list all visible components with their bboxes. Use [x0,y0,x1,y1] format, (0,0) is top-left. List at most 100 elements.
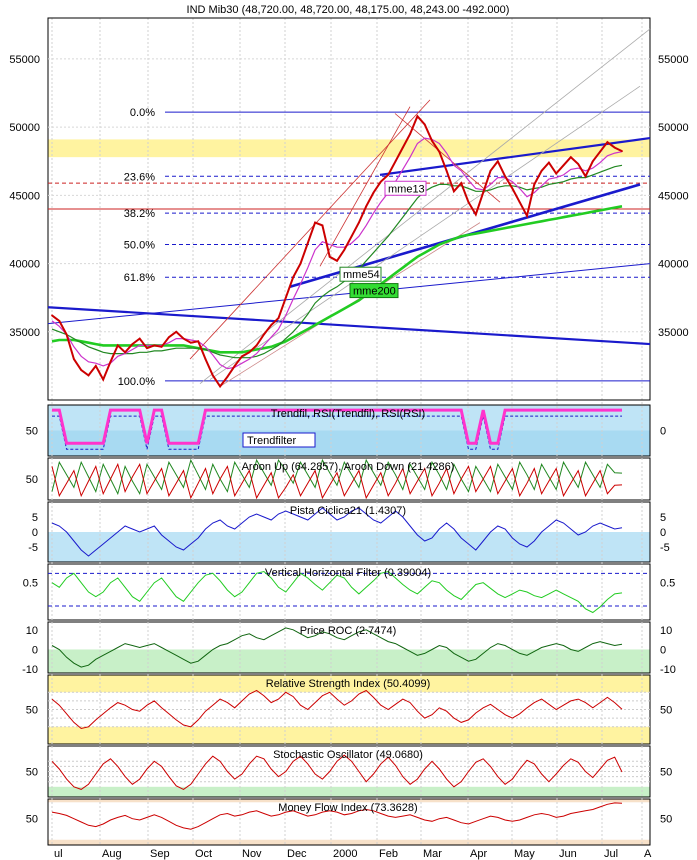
aroon-down-line [51,462,623,500]
price-point [131,343,134,345]
panel-bg-mfi [47,798,651,846]
ma-label-box [339,266,382,282]
price-point [80,369,83,371]
chart-title: IND Mib30 (48,720.00, 48,720.00, 48,175.… [187,4,510,16]
price-point [467,201,470,204]
price-point [336,259,338,262]
panel-right-tick: -5 [660,542,670,554]
price-point [197,340,200,343]
price-point [138,337,141,340]
panel-title: Vertical Horizontal Filter (0.39004) [265,567,431,579]
panel-aroon [51,458,623,500]
panel-title: Price ROC (2.7474) [300,625,397,637]
price-point [350,235,353,238]
panel-left-tick: 10 [26,625,38,637]
panel-right-tick: 5 [660,512,666,524]
price-point [102,378,105,381]
panel-band [48,649,650,673]
x-tick-label: 2000 [333,848,357,860]
price-point [460,182,463,184]
price-point [65,333,68,336]
trend-line [189,99,431,360]
panel-mfi [51,802,623,830]
panel-title: Trendfil, RSI(Trendfil), RSI(RSI) [271,408,425,420]
trendfil-line [52,408,622,445]
panel-bg-roc [47,621,651,674]
y-tick-label-right: 50000 [658,122,689,134]
x-tick-label: A [644,848,652,860]
x-tick-label: Jun [559,848,577,860]
stoch-line [51,754,623,790]
panel-right-tick: 0.5 [660,578,675,590]
panel-title: Aroon Up (64.2857), Aroon Down (21.4286) [242,461,455,473]
panel-right-tick: 0 [660,527,666,539]
panel-title: Relative Strength Index (50.4099) [266,678,431,690]
vhf-line [51,570,623,614]
ma-label-box [384,180,427,196]
price-point [168,336,170,339]
trend-line [47,263,651,325]
x-tick-label: Oct [195,848,212,860]
panel-vhf [48,570,650,614]
price-point [358,221,360,224]
panel-frame [47,563,651,621]
panel-right-tick: 50 [660,705,672,717]
price-point [387,173,390,176]
price-point [226,375,229,378]
panel-trendfil [52,408,622,450]
price-point [423,123,426,126]
price-point [584,175,587,178]
price-point [109,360,112,363]
price-point [599,150,601,153]
price-point [379,180,382,183]
price-point [299,262,302,265]
y-tick-label-left: 45000 [9,190,40,202]
price-point [555,172,558,175]
panel-left-tick: 0 [32,527,38,539]
price-point [204,358,207,360]
y-tick-label-right: 35000 [658,327,689,339]
price-point [270,324,273,326]
panel-frame [47,501,651,563]
price-point [365,205,368,208]
price-point [518,201,521,204]
panel-right-tick: 0 [660,426,666,438]
price-point [401,146,404,149]
price-point [540,169,543,172]
price-point [482,191,485,194]
price-point [292,276,295,279]
panel-left-tick: 5 [32,512,38,524]
x-tick-label: May [514,848,535,860]
panel-band [48,726,650,744]
panel-right-tick: 10 [660,625,672,637]
panel-left-tick: 50 [26,474,38,486]
trend-line [319,106,411,267]
price-point [321,224,324,227]
panel-left-tick: 50 [26,426,38,438]
fib-level-label: 38.2% [124,208,155,220]
panel-left-tick: 50 [26,705,38,717]
x-tick-label: Aug [102,848,122,860]
panel-pista [51,507,623,557]
y-tick-label-right: 40000 [658,259,689,271]
price-point [613,146,616,149]
price-point [58,319,61,322]
panel-title: Stochastic Oscillator (49.0680) [273,749,423,761]
price-point [255,344,258,347]
x-tick-label: ul [54,848,63,860]
y-tick-label-left: 35000 [9,327,40,339]
x-tick-label: Feb [379,848,398,860]
price-point [146,347,148,350]
ma-label: mme13 [388,183,425,195]
price-point [504,175,506,178]
panel-right-tick: -10 [660,664,676,676]
price-point [431,139,433,142]
price-point [533,183,536,186]
panel-right-tick: 50 [660,814,672,826]
x-tick-label: Jul [604,848,618,860]
x-tick-label: Mar [423,848,442,860]
panel-roc [51,627,623,668]
fib-level-label: 100.0% [118,376,156,388]
panel-right-tick: 50 [660,767,672,779]
